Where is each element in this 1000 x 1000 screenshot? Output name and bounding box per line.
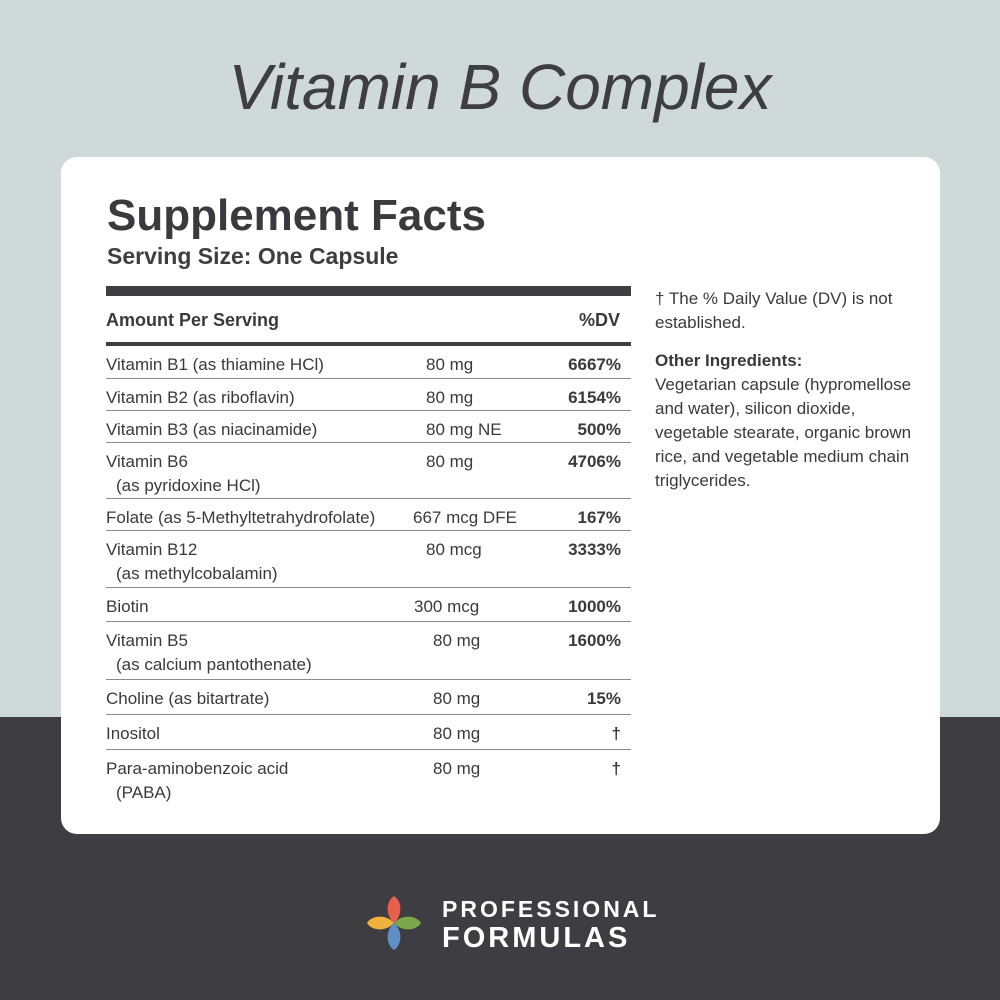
table-row: Biotin 300 mcg 1000% (106, 588, 631, 622)
nutrient-dv: 1600% (568, 631, 621, 650)
table-row: Inositol 80 mg † (106, 715, 631, 750)
nutrient-name: Inositol (106, 724, 160, 743)
nutrient-name: Vitamin B3 (as niacinamide) (106, 420, 318, 439)
nutrient-name: Vitamin B12 (106, 540, 198, 559)
nutrient-name: Vitamin B2 (as riboflavin) (106, 388, 295, 407)
other-ingredients-text: Vegetarian capsule (hypromellose and wat… (655, 375, 912, 490)
nutrient-amount: 80 mg (433, 631, 481, 650)
amount-per-serving-label: Amount Per Serving (106, 310, 280, 330)
thick-divider (106, 286, 631, 296)
nutrient-amount: 80 mg (426, 388, 474, 407)
logo-petal-right (394, 916, 421, 930)
nutrient-amount: 300 mcg (414, 597, 480, 616)
table-row: Vitamin B3 (as niacinamide) 80 mg NE 500… (106, 411, 631, 443)
nutrient-dv: † (611, 759, 621, 778)
daily-value-label: %DV (578, 310, 620, 330)
nutrient-amount: 667 mcg DFE (413, 508, 517, 527)
nutrient-dv: 500% (577, 420, 621, 439)
four-petal-logo-icon (367, 896, 421, 950)
nutrient-source: (as methylcobalamin) (116, 564, 278, 583)
nutrient-name: Vitamin B6 (106, 452, 188, 471)
nutrient-dv: 15% (586, 689, 621, 708)
nutrient-source: (PABA) (116, 783, 172, 802)
logo-petal-left (367, 916, 394, 930)
nutrient-amount: 80 mg NE (426, 420, 502, 439)
supplement-facts-card: Supplement Facts Serving Size: One Capsu… (61, 157, 940, 834)
nutrient-dv: † (611, 724, 621, 743)
nutrient-dv: 167% (577, 508, 621, 527)
nutrient-dv: 4706% (568, 452, 621, 471)
table-row: Vitamin B6 (as pyridoxine HCl) 80 mg 470… (106, 443, 631, 499)
brand-wordmark: PROFESSIONAL FORMULAS (442, 896, 659, 954)
nutrient-name: Biotin (106, 597, 149, 616)
nutrient-dv: 3333% (568, 540, 621, 559)
serving-size: Serving Size: One Capsule (107, 243, 399, 269)
dv-footnote: † The % Daily Value (DV) is not establis… (655, 289, 893, 332)
side-notes: † The % Daily Value (DV) is not establis… (655, 287, 925, 493)
other-ingredients-heading: Other Ingredients: (655, 351, 803, 370)
nutrient-amount: 80 mcg (426, 540, 482, 559)
nutrient-dv: 6154% (568, 388, 621, 407)
table-row: Folate (as 5-Methyltetrahydrofolate) 667… (106, 499, 631, 531)
nutrient-name: Choline (as bitartrate) (106, 689, 270, 708)
product-title: Vitamin B Complex (228, 51, 772, 123)
logo-petal-top (387, 896, 401, 923)
nutrient-name: Para-aminobenzoic acid (106, 759, 289, 778)
nutrient-amount: 80 mg (426, 452, 474, 471)
nutrient-amount: 80 mg (426, 355, 474, 374)
nutrient-source: (as pyridoxine HCl) (116, 476, 261, 495)
table-row: Vitamin B5 (as calcium pantothenate) 80 … (106, 622, 631, 680)
table-row: Para-aminobenzoic acid (PABA) 80 mg † (106, 750, 631, 806)
nutrient-amount: 80 mg (433, 689, 481, 708)
table-row: Vitamin B1 (as thiamine HCl) 80 mg 6667% (106, 346, 631, 379)
nutrient-name: Folate (as 5-Methyltetrahydrofolate) (106, 508, 376, 527)
header-divider (106, 342, 631, 346)
table-row: Choline (as bitartrate) 80 mg 15% (106, 680, 631, 715)
nutrient-amount: 80 mg (433, 724, 481, 743)
logo-petal-bottom (387, 923, 401, 950)
supplement-facts-heading: Supplement Facts (107, 191, 486, 240)
nutrient-source: (as calcium pantothenate) (116, 655, 312, 674)
brand-line-2: FORMULAS (442, 922, 631, 954)
nutrient-amount: 80 mg (433, 759, 481, 778)
table-row: Vitamin B2 (as riboflavin) 80 mg 6154% (106, 379, 631, 411)
brand-line-1: PROFESSIONAL (442, 896, 660, 922)
nutrient-name: Vitamin B1 (as thiamine HCl) (106, 355, 324, 374)
nutrient-dv: 6667% (568, 355, 621, 374)
table-row: Vitamin B12 (as methylcobalamin) 80 mcg … (106, 531, 631, 588)
nutrient-name: Vitamin B5 (106, 631, 188, 650)
nutrient-table: Vitamin B1 (as thiamine HCl) 80 mg 6667%… (106, 346, 631, 806)
nutrient-dv: 1000% (568, 597, 621, 616)
